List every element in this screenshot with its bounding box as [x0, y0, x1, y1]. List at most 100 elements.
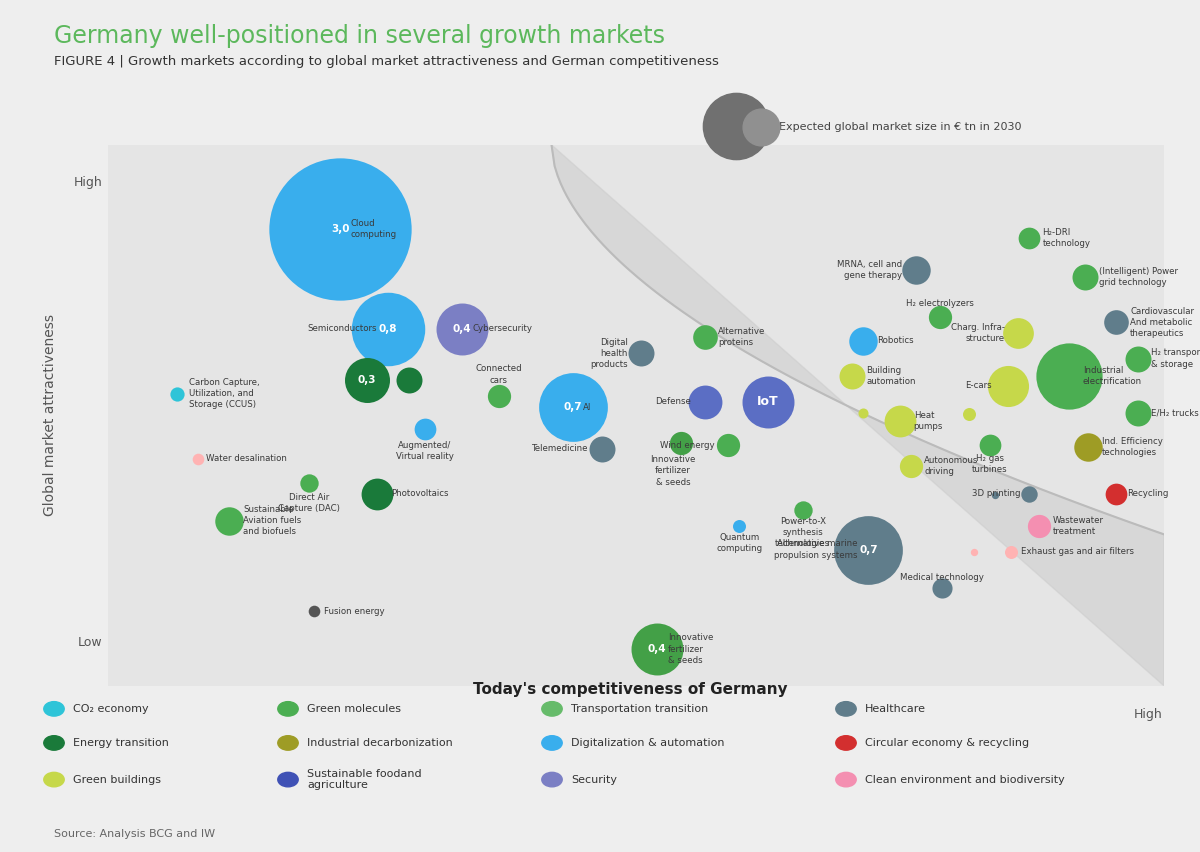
Point: [220, 514, 239, 527]
Text: Alternative marine
propulsion systems: Alternative marine propulsion systems: [774, 539, 858, 560]
Text: Autonomous
driving: Autonomous driving: [924, 456, 979, 475]
Point: [648, 642, 667, 656]
Point: [1106, 315, 1126, 329]
Point: [490, 389, 509, 403]
Point: [906, 263, 925, 277]
Point: [1079, 440, 1098, 453]
Text: Energy transition: Energy transition: [73, 738, 169, 748]
Point: [959, 407, 978, 421]
Point: [1030, 520, 1049, 533]
Text: 0,7: 0,7: [563, 402, 582, 412]
Text: MRNA, cell and
gene therapy: MRNA, cell and gene therapy: [836, 261, 902, 280]
Text: Medical technology: Medical technology: [900, 573, 984, 582]
Point: [751, 120, 770, 134]
Point: [415, 422, 434, 435]
Point: [853, 334, 872, 348]
Point: [367, 487, 386, 501]
Text: Power-to-X
synthesis
technologies: Power-to-X synthesis technologies: [775, 516, 830, 548]
Text: Global market attractiveness: Global market attractiveness: [43, 314, 56, 516]
Text: Transportation transition: Transportation transition: [571, 704, 708, 714]
Point: [695, 395, 714, 409]
Point: [188, 452, 208, 465]
Point: [1001, 545, 1020, 559]
Text: E/H₂ trucks: E/H₂ trucks: [1151, 408, 1199, 417]
Text: High: High: [1134, 707, 1163, 721]
Point: [727, 119, 746, 133]
Text: Industrial decarbonization: Industrial decarbonization: [307, 738, 452, 748]
Point: [1128, 352, 1147, 366]
Text: Quantum
computing: Quantum computing: [716, 532, 762, 553]
Point: [400, 373, 419, 387]
Point: [901, 459, 920, 473]
Text: 3D printing: 3D printing: [972, 489, 1020, 498]
Text: Building
automation: Building automation: [866, 366, 916, 387]
Point: [1128, 406, 1147, 419]
Point: [890, 414, 910, 428]
Point: [305, 604, 324, 618]
Point: [842, 370, 862, 383]
Point: [985, 488, 1004, 502]
Text: Exhaust gas and air filters: Exhaust gas and air filters: [1021, 547, 1134, 556]
Point: [358, 373, 377, 387]
Point: [1019, 487, 1038, 501]
Text: H₂ electrolyzers: H₂ electrolyzers: [906, 299, 974, 308]
Point: [930, 310, 949, 324]
Text: Industrial
electrification: Industrial electrification: [1082, 366, 1142, 387]
Point: [695, 330, 714, 343]
Point: [1009, 326, 1028, 340]
Text: Circular economy & recycling: Circular economy & recycling: [865, 738, 1030, 748]
Text: 3,0: 3,0: [331, 224, 349, 233]
Text: E-cars: E-cars: [965, 381, 992, 390]
Point: [378, 322, 397, 336]
Point: [331, 222, 350, 235]
Text: Defense: Defense: [655, 397, 691, 406]
Point: [1106, 487, 1126, 501]
Point: [932, 582, 952, 596]
Point: [730, 520, 749, 533]
Text: Cybersecurity: Cybersecurity: [473, 325, 533, 333]
Text: Green buildings: Green buildings: [73, 774, 161, 785]
Text: Robotics: Robotics: [877, 337, 913, 345]
Point: [965, 545, 984, 559]
Text: Wastewater
treatment: Wastewater treatment: [1054, 516, 1104, 536]
Point: [793, 504, 812, 517]
Text: Low: Low: [78, 636, 103, 649]
Text: 0,4: 0,4: [452, 324, 472, 334]
Point: [853, 406, 872, 419]
Text: Connected
cars: Connected cars: [475, 365, 522, 384]
Point: [859, 543, 878, 556]
Text: IoT: IoT: [757, 395, 779, 408]
Text: Direct Air
Capture (DAC): Direct Air Capture (DAC): [277, 492, 340, 513]
Text: Alternative
proteins: Alternative proteins: [719, 327, 766, 347]
Text: Healthcare: Healthcare: [865, 704, 926, 714]
Text: Clean environment and biodiversity: Clean environment and biodiversity: [865, 774, 1064, 785]
Point: [563, 400, 582, 414]
Point: [998, 379, 1018, 393]
Text: Cardiovascular
And metabolic
therapeutics: Cardiovascular And metabolic therapeutic…: [1130, 307, 1194, 338]
Text: 0,8: 0,8: [378, 324, 397, 334]
Text: Green molecules: Green molecules: [307, 704, 401, 714]
Text: Photovoltaics: Photovoltaics: [391, 489, 449, 498]
Polygon shape: [552, 145, 1164, 686]
Point: [719, 438, 738, 452]
Text: Sustainable
Aviation fuels
and biofuels: Sustainable Aviation fuels and biofuels: [244, 505, 301, 537]
Text: Digital
health
products: Digital health products: [590, 337, 628, 369]
Text: FIGURE 4 | Growth markets according to global market attractiveness and German c: FIGURE 4 | Growth markets according to g…: [54, 55, 719, 67]
Text: Today's competitiveness of Germany: Today's competitiveness of Germany: [473, 682, 787, 697]
Point: [299, 476, 318, 490]
Point: [758, 395, 778, 409]
Text: Cloud
computing: Cloud computing: [350, 219, 397, 239]
Text: Sustainable foodand
agriculture: Sustainable foodand agriculture: [307, 769, 422, 791]
Text: CO₂ economy: CO₂ economy: [73, 704, 149, 714]
Text: Wind energy: Wind energy: [660, 440, 714, 450]
Point: [593, 442, 612, 456]
Text: Innovative
fertilizer
& seeds: Innovative fertilizer & seeds: [667, 634, 713, 665]
Text: AI: AI: [583, 403, 592, 412]
Text: Ind. Efficiency
technologies: Ind. Efficiency technologies: [1102, 437, 1163, 457]
Point: [631, 346, 650, 360]
Point: [980, 438, 1000, 452]
Point: [1019, 231, 1038, 245]
Text: (Intelligent) Power
grid technology: (Intelligent) Power grid technology: [1098, 268, 1177, 287]
Text: Semiconductors: Semiconductors: [307, 325, 377, 333]
Point: [167, 387, 186, 400]
